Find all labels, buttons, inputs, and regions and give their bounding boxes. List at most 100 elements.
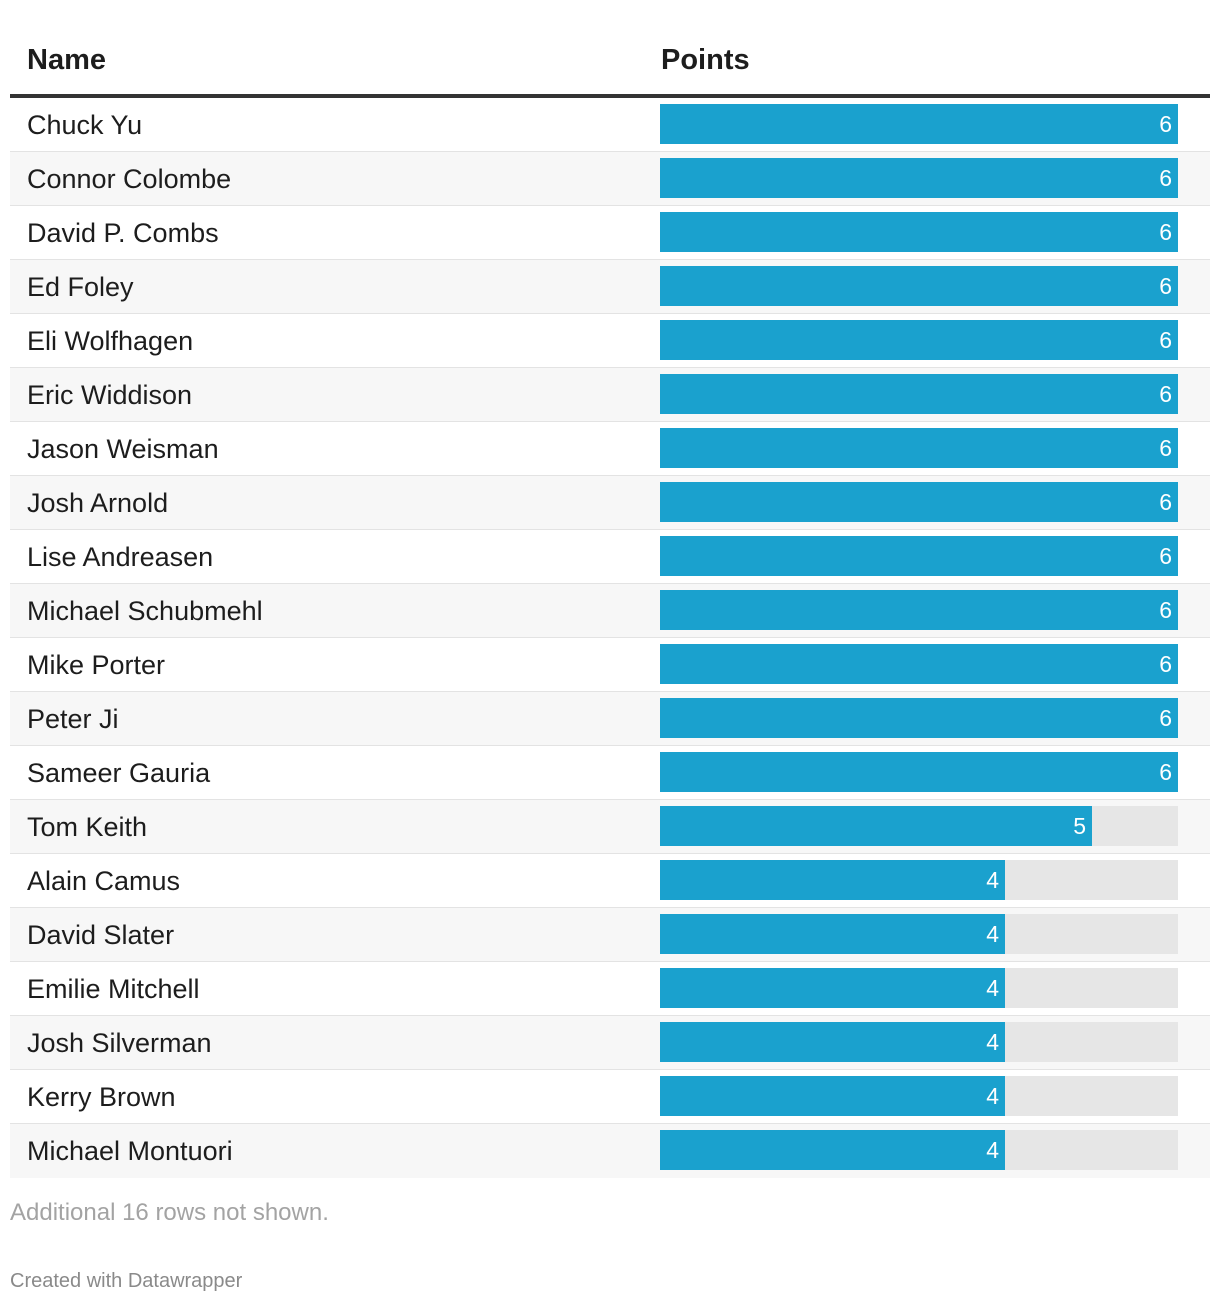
table-row: Tom Keith 5 <box>10 800 1210 854</box>
row-name: David P. Combs <box>27 218 219 248</box>
row-name: Emilie Mitchell <box>27 974 200 1004</box>
points-value-label: 4 <box>986 1137 999 1163</box>
bar-track: 6 <box>660 104 1178 144</box>
points-value-label: 4 <box>986 975 999 1001</box>
row-name: Kerry Brown <box>27 1082 176 1112</box>
table-row: Michael Montuori 4 <box>10 1124 1210 1178</box>
points-value-label: 6 <box>1159 759 1172 785</box>
points-bar: 4 <box>660 1022 1005 1062</box>
points-value-label: 4 <box>986 867 999 893</box>
points-table: Name Points Chuck Yu 6 Connor Colombe 6 Davi… <box>10 28 1210 1178</box>
points-value-label: 6 <box>1159 489 1172 515</box>
row-name: Michael Schubmehl <box>27 596 263 626</box>
bar-track: 4 <box>660 914 1178 954</box>
table-row: Connor Colombe 6 <box>10 152 1210 206</box>
table-row: Emilie Mitchell 4 <box>10 962 1210 1016</box>
points-value-label: 6 <box>1159 327 1172 353</box>
row-name: Josh Silverman <box>27 1028 212 1058</box>
table-row: Sameer Gauria 6 <box>10 746 1210 800</box>
table-row: Ed Foley 6 <box>10 260 1210 314</box>
bar-track: 6 <box>660 158 1178 198</box>
points-bar: 6 <box>660 752 1178 792</box>
table-row: Michael Schubmehl 6 <box>10 584 1210 638</box>
row-name: Tom Keith <box>27 812 148 842</box>
bar-track: 6 <box>660 482 1178 522</box>
points-bar: 4 <box>660 1076 1005 1116</box>
table-row: David P. Combs 6 <box>10 206 1210 260</box>
table-row: David Slater 4 <box>10 908 1210 962</box>
row-name: Peter Ji <box>27 704 119 734</box>
row-name: Jason Weisman <box>27 434 219 464</box>
bar-track: 4 <box>660 1130 1178 1170</box>
points-bar: 6 <box>660 590 1178 630</box>
row-name: Mike Porter <box>27 650 166 680</box>
bar-track: 6 <box>660 536 1178 576</box>
points-bar: 5 <box>660 806 1092 846</box>
points-value-label: 4 <box>986 1029 999 1055</box>
table-row: Lise Andreasen 6 <box>10 530 1210 584</box>
column-header-name[interactable]: Name <box>27 44 106 76</box>
table-row: Josh Silverman 4 <box>10 1016 1210 1070</box>
bar-track: 4 <box>660 1022 1178 1062</box>
points-value-label: 6 <box>1159 543 1172 569</box>
table-row: Kerry Brown 4 <box>10 1070 1210 1124</box>
points-bar: 6 <box>660 698 1178 738</box>
points-value-label: 6 <box>1159 597 1172 623</box>
bar-track: 5 <box>660 806 1178 846</box>
table-row: Jason Weisman 6 <box>10 422 1210 476</box>
row-name: Alain Camus <box>27 866 181 896</box>
points-value-label: 6 <box>1159 165 1172 191</box>
points-value-label: 4 <box>986 1083 999 1109</box>
points-bar: 6 <box>660 158 1178 198</box>
table-row: Eli Wolfhagen 6 <box>10 314 1210 368</box>
row-name: Chuck Yu <box>27 110 143 140</box>
rows-not-shown-note: Additional 16 rows not shown. <box>10 1199 329 1226</box>
points-bar: 4 <box>660 914 1005 954</box>
points-bar: 4 <box>660 968 1005 1008</box>
row-name: Josh Arnold <box>27 488 169 518</box>
points-bar: 4 <box>660 860 1005 900</box>
points-value-label: 6 <box>1159 111 1172 137</box>
points-value-label: 6 <box>1159 381 1172 407</box>
table-header: Name Points <box>10 28 1210 98</box>
table-row: Mike Porter 6 <box>10 638 1210 692</box>
bar-track: 6 <box>660 590 1178 630</box>
points-bar: 6 <box>660 482 1178 522</box>
points-value-label: 4 <box>986 921 999 947</box>
table-row: Alain Camus 4 <box>10 854 1210 908</box>
table-body: Chuck Yu 6 Connor Colombe 6 David P. Combs 6 E… <box>10 98 1210 1178</box>
table-row: Chuck Yu 6 <box>10 98 1210 152</box>
bar-track: 6 <box>660 320 1178 360</box>
row-name: Sameer Gauria <box>27 758 211 788</box>
points-bar: 6 <box>660 104 1178 144</box>
points-bar: 6 <box>660 212 1178 252</box>
points-bar: 6 <box>660 428 1178 468</box>
points-value-label: 6 <box>1159 219 1172 245</box>
datawrapper-credit: Created with Datawrapper <box>10 1270 243 1292</box>
points-value-label: 6 <box>1159 273 1172 299</box>
points-value-label: 6 <box>1159 435 1172 461</box>
bar-track: 4 <box>660 1076 1178 1116</box>
row-name: Michael Montuori <box>27 1136 233 1166</box>
bar-track: 6 <box>660 374 1178 414</box>
points-bar: 6 <box>660 536 1178 576</box>
bar-track: 6 <box>660 644 1178 684</box>
points-value-label: 5 <box>1073 813 1086 839</box>
bar-track: 6 <box>660 428 1178 468</box>
bar-track: 6 <box>660 752 1178 792</box>
column-header-points[interactable]: Points <box>661 44 750 76</box>
row-name: Lise Andreasen <box>27 542 214 572</box>
points-value-label: 6 <box>1159 705 1172 731</box>
points-bar: 6 <box>660 266 1178 306</box>
row-name: Eli Wolfhagen <box>27 326 194 356</box>
points-bar: 6 <box>660 374 1178 414</box>
table-row: Josh Arnold 6 <box>10 476 1210 530</box>
bar-track: 6 <box>660 266 1178 306</box>
bar-track: 6 <box>660 698 1178 738</box>
row-name: Connor Colombe <box>27 164 232 194</box>
bar-track: 4 <box>660 968 1178 1008</box>
points-bar: 6 <box>660 320 1178 360</box>
table-row: Eric Widdison 6 <box>10 368 1210 422</box>
row-name: Ed Foley <box>27 272 134 302</box>
table-row: Peter Ji 6 <box>10 692 1210 746</box>
